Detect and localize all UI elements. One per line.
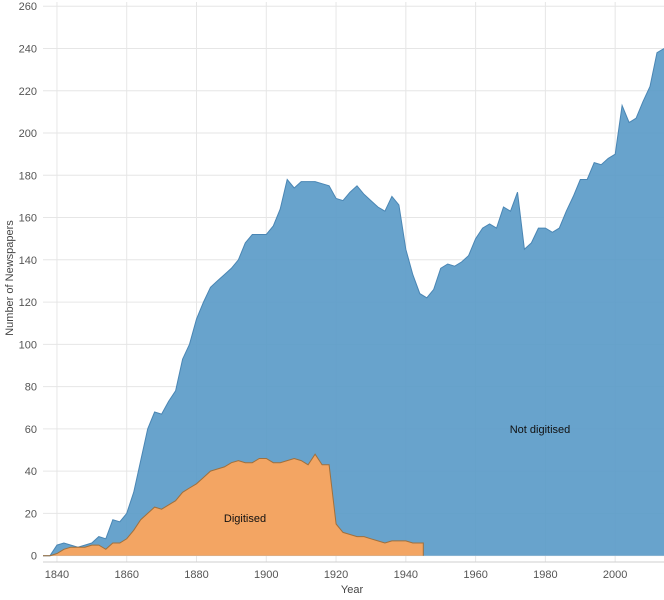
x-tick-label: 2000 (603, 569, 627, 581)
y-tick-label: 180 (19, 170, 37, 182)
y-tick-label: 0 (31, 551, 37, 563)
y-tick-label: 220 (19, 86, 37, 98)
x-tick-label: 1840 (45, 569, 69, 581)
area-digitised (43, 454, 424, 556)
y-tick-label: 200 (19, 128, 37, 140)
y-axis-title: Number of Newspapers (4, 220, 16, 336)
area-not-digitised (43, 48, 664, 556)
x-tick-label: 1880 (184, 569, 208, 581)
y-tick-label: 120 (19, 297, 37, 309)
y-axis-ticks: 0 20 40 60 80 100 120 140 160 180 200 220 240 260 (19, 1, 37, 562)
y-tick-label: 100 (19, 339, 37, 351)
x-axis-ticks: 1840 1860 1880 1900 1920 1940 1960 1980 2000 (45, 569, 628, 581)
x-tick-label: 1920 (324, 569, 348, 581)
y-tick-label: 160 (19, 213, 37, 225)
x-axis-title: Year (341, 584, 364, 596)
line-digitised (43, 453, 424, 557)
x-tick-label: 1940 (394, 569, 418, 581)
area-label-not-digitised: Not digitised (510, 424, 571, 436)
x-tick-label: 1860 (114, 569, 138, 581)
line-not-digitised (43, 48, 664, 557)
x-tick-label: 1960 (463, 569, 487, 581)
area-series (43, 48, 664, 557)
x-tick-label: 1900 (254, 569, 278, 581)
area-label-digitised: Digitised (224, 513, 266, 525)
y-tick-label: 260 (19, 1, 37, 13)
x-tick-label: 1980 (533, 569, 557, 581)
y-tick-label: 240 (19, 43, 37, 55)
y-tick-label: 40 (25, 466, 37, 478)
y-tick-label: 60 (25, 424, 37, 436)
y-tick-label: 20 (25, 508, 37, 520)
y-tick-label: 140 (19, 255, 37, 267)
y-tick-label: 80 (25, 382, 37, 394)
